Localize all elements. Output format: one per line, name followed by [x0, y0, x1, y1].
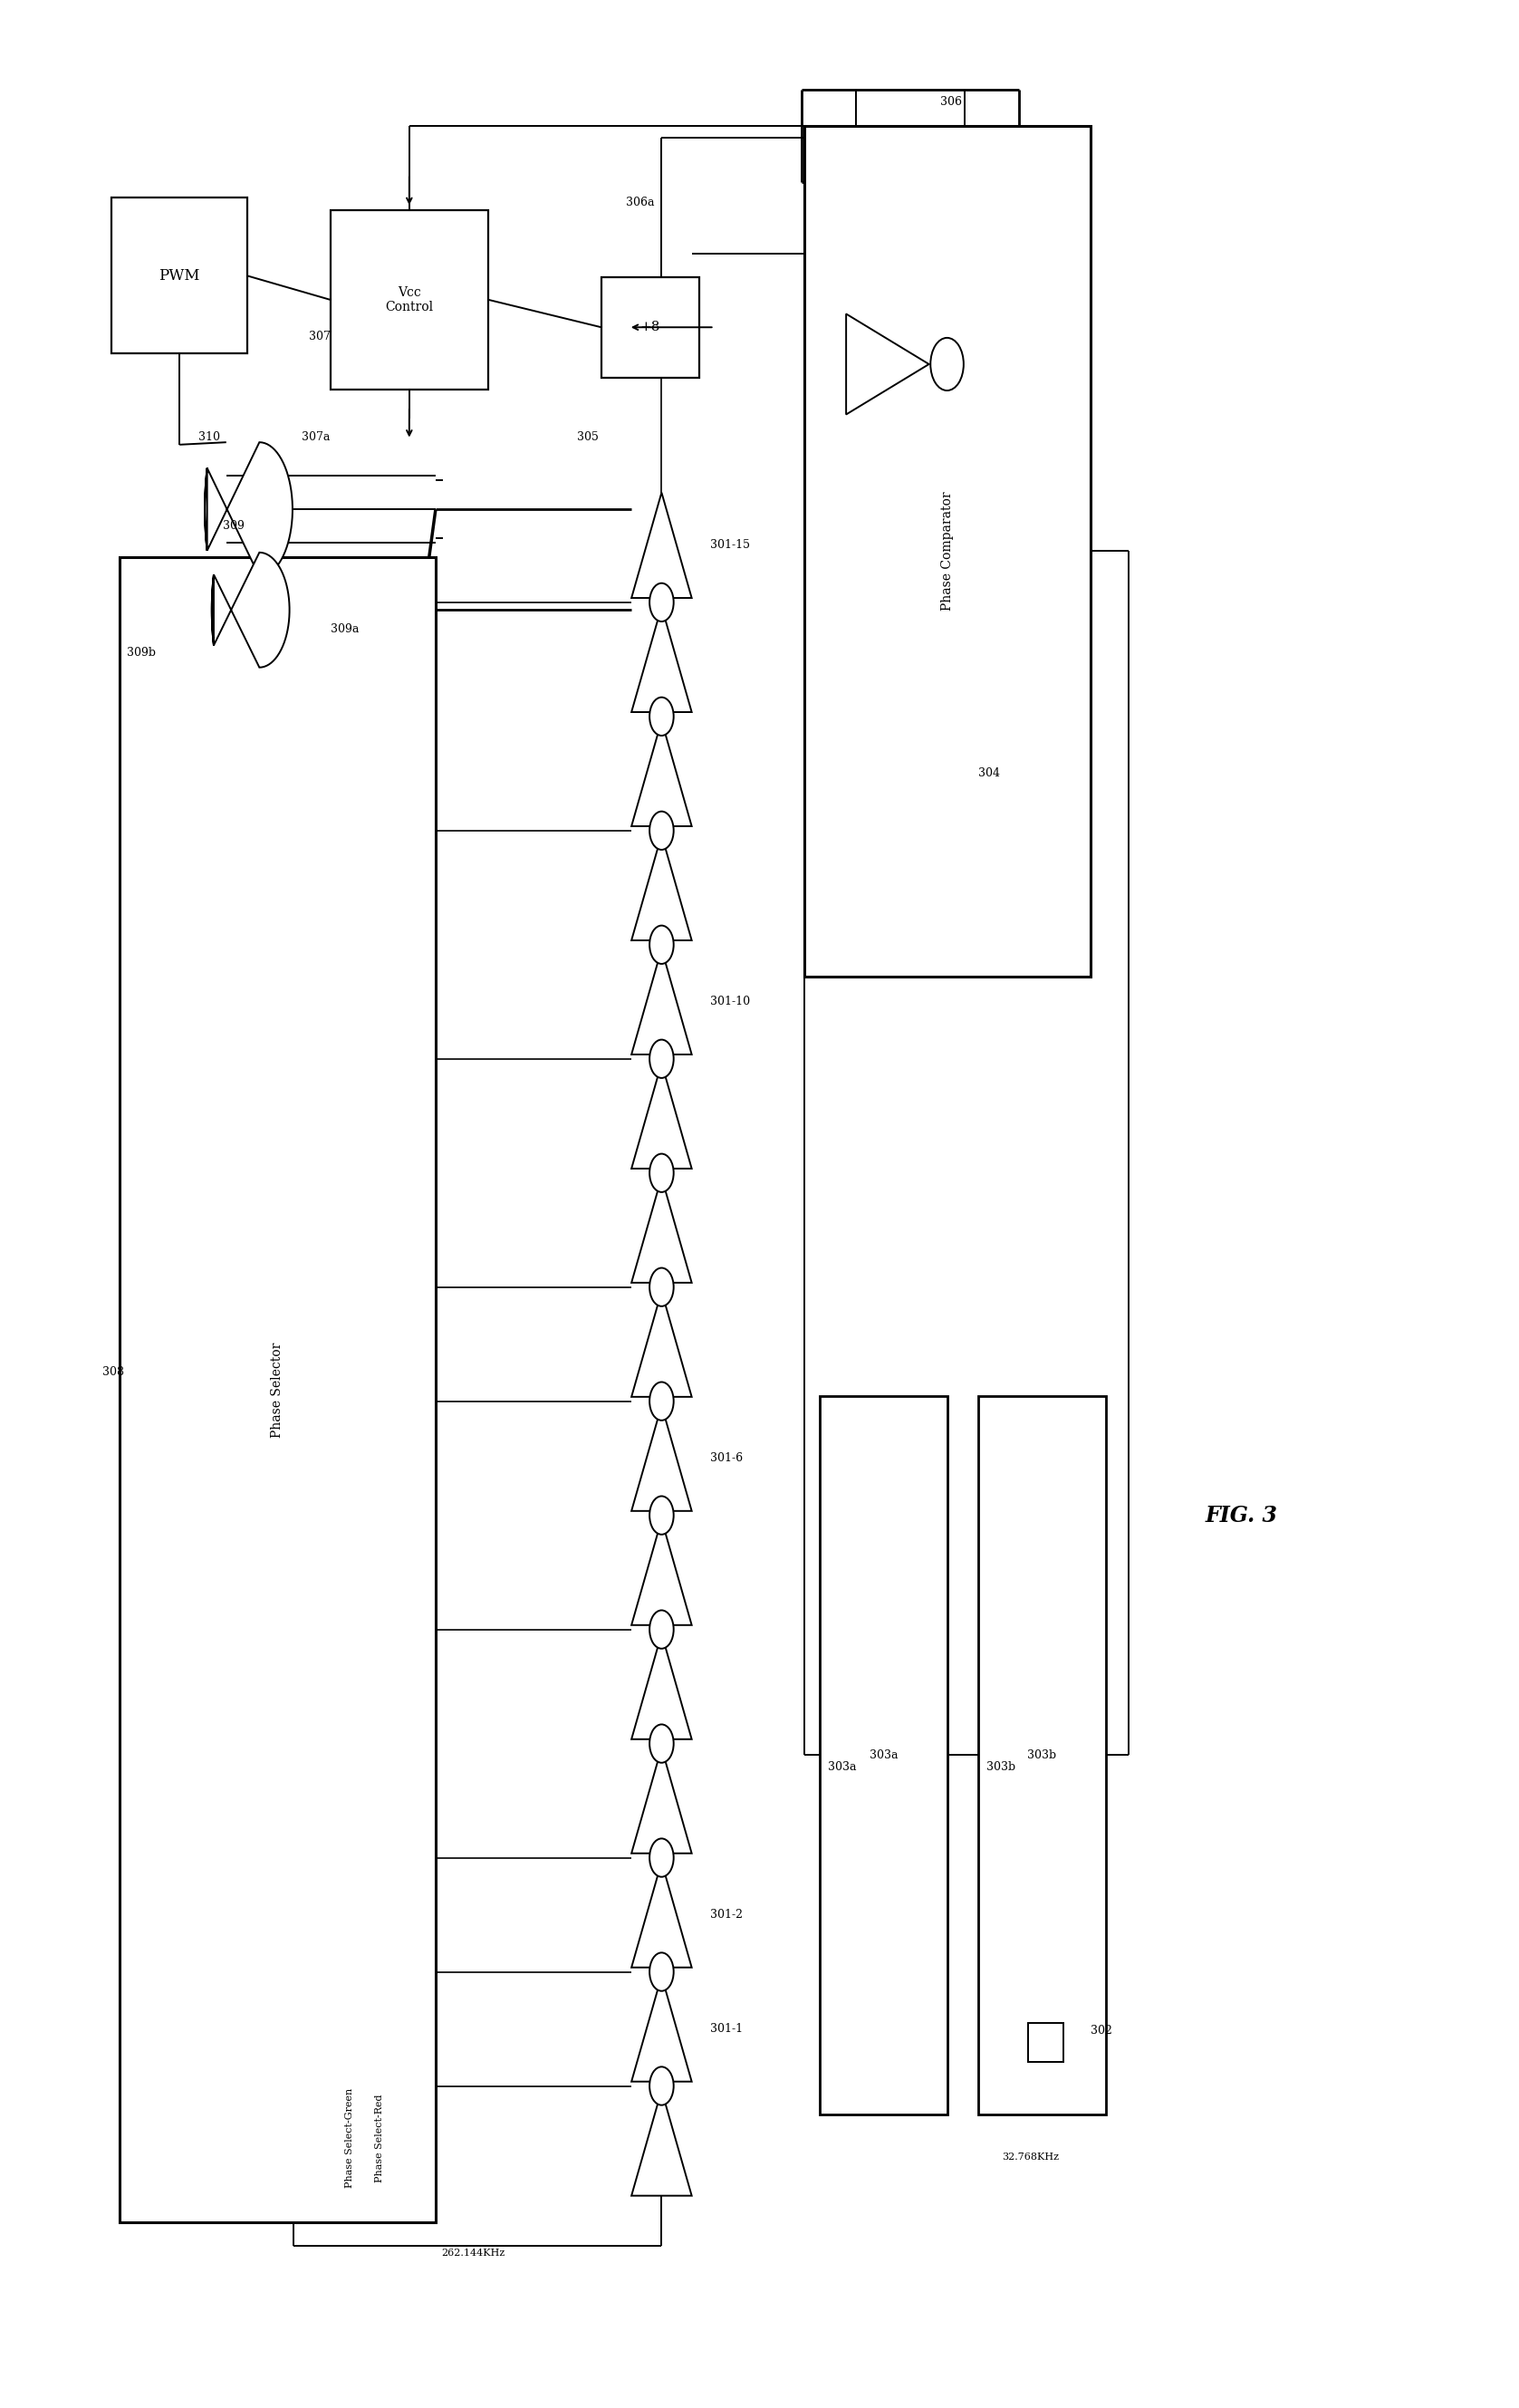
Circle shape [650, 583, 673, 621]
Circle shape [650, 1153, 673, 1192]
Polygon shape [632, 949, 691, 1055]
Circle shape [650, 2066, 673, 2105]
Text: 309b: 309b [126, 648, 156, 660]
Text: Phase Select-Green: Phase Select-Green [345, 2088, 354, 2189]
Polygon shape [632, 607, 691, 713]
Polygon shape [632, 1748, 691, 1854]
Polygon shape [211, 551, 290, 667]
Polygon shape [632, 1519, 691, 1625]
Circle shape [931, 337, 963, 390]
Circle shape [650, 1953, 673, 1991]
Circle shape [650, 1724, 673, 1763]
Polygon shape [632, 494, 691, 597]
Polygon shape [632, 1064, 691, 1168]
Text: 304: 304 [978, 766, 1000, 778]
Text: 310: 310 [199, 431, 220, 443]
Text: FIG. 3: FIG. 3 [1205, 1505, 1277, 1527]
Bar [1028, 2023, 1063, 2061]
Bar [820, 1397, 948, 2114]
Circle shape [650, 1382, 673, 1421]
Circle shape [650, 1611, 673, 1649]
Text: 306a: 306a [626, 197, 655, 209]
Text: 303b: 303b [986, 1760, 1015, 1772]
Circle shape [650, 1269, 673, 1305]
Bar [112, 197, 248, 354]
Text: 262.144KHz: 262.144KHz [442, 2249, 506, 2259]
Polygon shape [632, 2090, 691, 2196]
Text: 303a: 303a [869, 1748, 898, 1760]
Polygon shape [632, 1861, 691, 1967]
Polygon shape [632, 1633, 691, 1739]
Circle shape [650, 1495, 673, 1534]
Text: 32.768KHz: 32.768KHz [1003, 2153, 1059, 2162]
Text: 307: 307 [308, 330, 330, 342]
Text: Phase Comparator: Phase Comparator [942, 491, 954, 612]
Text: Vcc
Control: Vcc Control [386, 287, 433, 313]
Bar [602, 277, 699, 378]
Text: PWM: PWM [159, 267, 201, 284]
Circle shape [650, 1840, 673, 1876]
Circle shape [650, 925, 673, 963]
Text: 308: 308 [102, 1365, 123, 1377]
Polygon shape [205, 443, 293, 576]
Text: Phase Selector: Phase Selector [270, 1341, 284, 1438]
Text: Phase Select-Red: Phase Select-Red [375, 2095, 384, 2182]
Circle shape [650, 811, 673, 850]
Text: 305: 305 [577, 431, 598, 443]
Polygon shape [632, 1977, 691, 2081]
Text: 309: 309 [223, 520, 245, 532]
Text: 306: 306 [940, 96, 962, 108]
Polygon shape [846, 313, 930, 414]
Text: 301-2: 301-2 [709, 1910, 743, 1922]
Circle shape [650, 1040, 673, 1079]
Text: 303b: 303b [1027, 1748, 1057, 1760]
Text: 301-15: 301-15 [709, 539, 750, 551]
Polygon shape [632, 1178, 691, 1283]
Bar [330, 209, 488, 390]
Circle shape [650, 698, 673, 734]
Text: 302: 302 [1091, 2025, 1112, 2037]
Text: +8: +8 [639, 320, 661, 335]
Text: 301-10: 301-10 [709, 997, 750, 1007]
Text: 301-1: 301-1 [709, 2023, 743, 2035]
Text: 303a: 303a [828, 1760, 857, 1772]
Text: 309a: 309a [330, 624, 358, 636]
Bar [805, 125, 1091, 975]
Polygon shape [632, 1291, 691, 1397]
Bar [120, 556, 436, 2223]
Polygon shape [632, 1406, 691, 1510]
Polygon shape [632, 836, 691, 942]
Bar [978, 1397, 1106, 2114]
Text: 307a: 307a [302, 431, 330, 443]
Polygon shape [632, 720, 691, 826]
Text: 301-6: 301-6 [709, 1452, 743, 1464]
